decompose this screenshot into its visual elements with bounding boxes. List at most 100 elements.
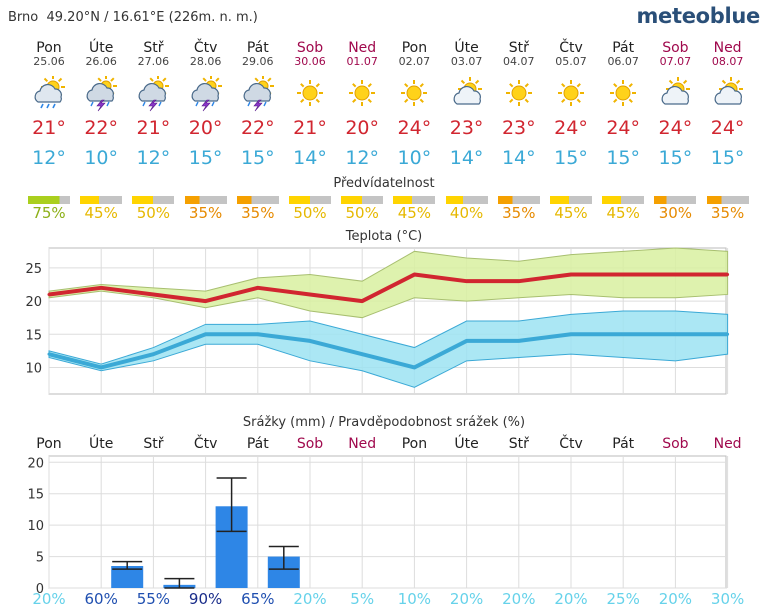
temp-point: [360, 352, 364, 356]
day-name: Pon: [401, 40, 428, 56]
temp-point: [99, 365, 103, 369]
temp-max-range-band: [48, 247, 729, 319]
precip-day-label: Pát: [247, 436, 269, 452]
day-name: Ned: [713, 40, 742, 56]
temperature-tick-label: 25: [25, 262, 42, 277]
temp-max: 24°: [397, 117, 432, 139]
temp-min: 12°: [136, 147, 171, 169]
precip-probability-label: 10%: [398, 590, 431, 608]
temp-min: 14°: [449, 147, 484, 169]
day-date: 01.07: [346, 55, 378, 68]
day-date: 05.07: [555, 55, 587, 68]
temp-max: 24°: [606, 117, 641, 139]
predictability-value: 35%: [710, 204, 745, 222]
sun-icon: [292, 76, 328, 110]
precip-probability-label: 20%: [659, 590, 692, 608]
sun-icon: [344, 76, 380, 110]
temp-min: 14°: [501, 147, 536, 169]
temp-min: 15°: [240, 147, 275, 169]
precip-day-label: Pon: [36, 436, 61, 452]
temp-point: [47, 352, 51, 356]
temp-point: [204, 332, 208, 336]
predictability-bar: [497, 196, 540, 204]
temp-point: [308, 339, 312, 343]
day-column: Pát 29.06: [232, 40, 284, 68]
sun-cloud-rain-icon: [31, 75, 67, 110]
temp-max: 21°: [32, 117, 66, 139]
day-date: 04.07: [503, 55, 535, 68]
temp-point: [360, 299, 364, 303]
brand-logo[interactable]: meteoblue: [636, 4, 760, 28]
predictability-bar: [550, 196, 592, 204]
precip-tick-label: 10: [27, 519, 44, 534]
precip-tick-label: 5: [36, 551, 44, 566]
temp-point: [151, 292, 155, 296]
precip-day-label: Stř: [143, 436, 163, 452]
precip-error-bar: [164, 577, 195, 589]
predictability-value: 45%: [84, 204, 118, 222]
temp-max: 21°: [293, 117, 327, 139]
day-column: Pát 06.07: [597, 40, 649, 68]
predictability-bar: [132, 196, 175, 204]
predictability-bar: [445, 196, 488, 204]
precip-error-bar: [268, 545, 299, 570]
temp-point: [204, 299, 208, 303]
precip-day-label: Ned: [714, 436, 742, 452]
precip-probability-label: 90%: [189, 590, 222, 608]
day-column: Stř 27.06: [127, 40, 179, 68]
temp-max-line: [48, 272, 728, 304]
day-name: Stř: [143, 40, 164, 56]
temp-min: 15°: [188, 147, 223, 169]
predictability-bar: [184, 196, 227, 204]
temp-max: 20°: [345, 117, 380, 139]
predictability-bar: [602, 196, 645, 204]
temp-point: [569, 273, 573, 277]
temp-min: 15°: [658, 147, 693, 169]
temp-min: 15°: [710, 147, 745, 169]
temp-min-line: [48, 332, 728, 370]
temperature-tick-label: 10: [25, 361, 42, 376]
thunderstorm-icon: [135, 75, 171, 112]
day-date: 03.07: [450, 55, 483, 68]
location-city: Brno: [8, 10, 39, 25]
temp-point: [726, 273, 730, 277]
temp-point: [726, 332, 730, 336]
precip-tick-label: 20: [27, 456, 44, 471]
precip-probability-label: 60%: [85, 590, 118, 608]
temp-point: [99, 286, 103, 290]
temp-point: [412, 273, 416, 277]
day-date: 25.06: [33, 55, 65, 68]
sun-cloud-icon: [710, 76, 746, 110]
temp-max: 22°: [240, 117, 275, 139]
precip-probability-label: 20%: [554, 590, 587, 608]
precip-probability-label: 25%: [607, 590, 640, 608]
precip-probability-label: 30%: [711, 590, 744, 608]
day-date: 29.06: [242, 55, 274, 68]
day-name: Sob: [662, 40, 689, 56]
day-date: 06.07: [607, 55, 639, 68]
temp-point: [47, 292, 51, 296]
precip-error-bar: [112, 560, 143, 570]
day-column: Pon 25.06: [23, 40, 75, 68]
predictability-value: 50%: [136, 204, 171, 222]
temp-point: [465, 279, 469, 283]
precip-probability-label: 65%: [241, 590, 274, 608]
temp-min-range-band: [48, 310, 729, 388]
precipitation-chart: Srážky (mm) / Pravděpodobnost srážek (%)…: [27, 415, 744, 608]
precip-probability-label: 5%: [350, 590, 374, 608]
predictability-value: 75%: [32, 204, 66, 222]
precip-day-label: Úte: [89, 434, 113, 452]
temp-max: 23°: [501, 117, 536, 139]
predictability-value: 40%: [449, 204, 484, 222]
temp-max: 24°: [658, 117, 693, 139]
day-date: 27.06: [137, 55, 170, 68]
temp-point: [621, 332, 625, 336]
day-name: Čtv: [559, 40, 583, 56]
sun-cloud-icon: [657, 76, 693, 110]
day-column: Pon 02.07: [388, 40, 440, 68]
predictability-value: 35%: [502, 204, 536, 222]
precip-day-label: Pon: [402, 436, 427, 452]
predictability-bar: [289, 196, 331, 204]
temp-max: 24°: [710, 117, 745, 139]
temp-point: [621, 273, 625, 277]
